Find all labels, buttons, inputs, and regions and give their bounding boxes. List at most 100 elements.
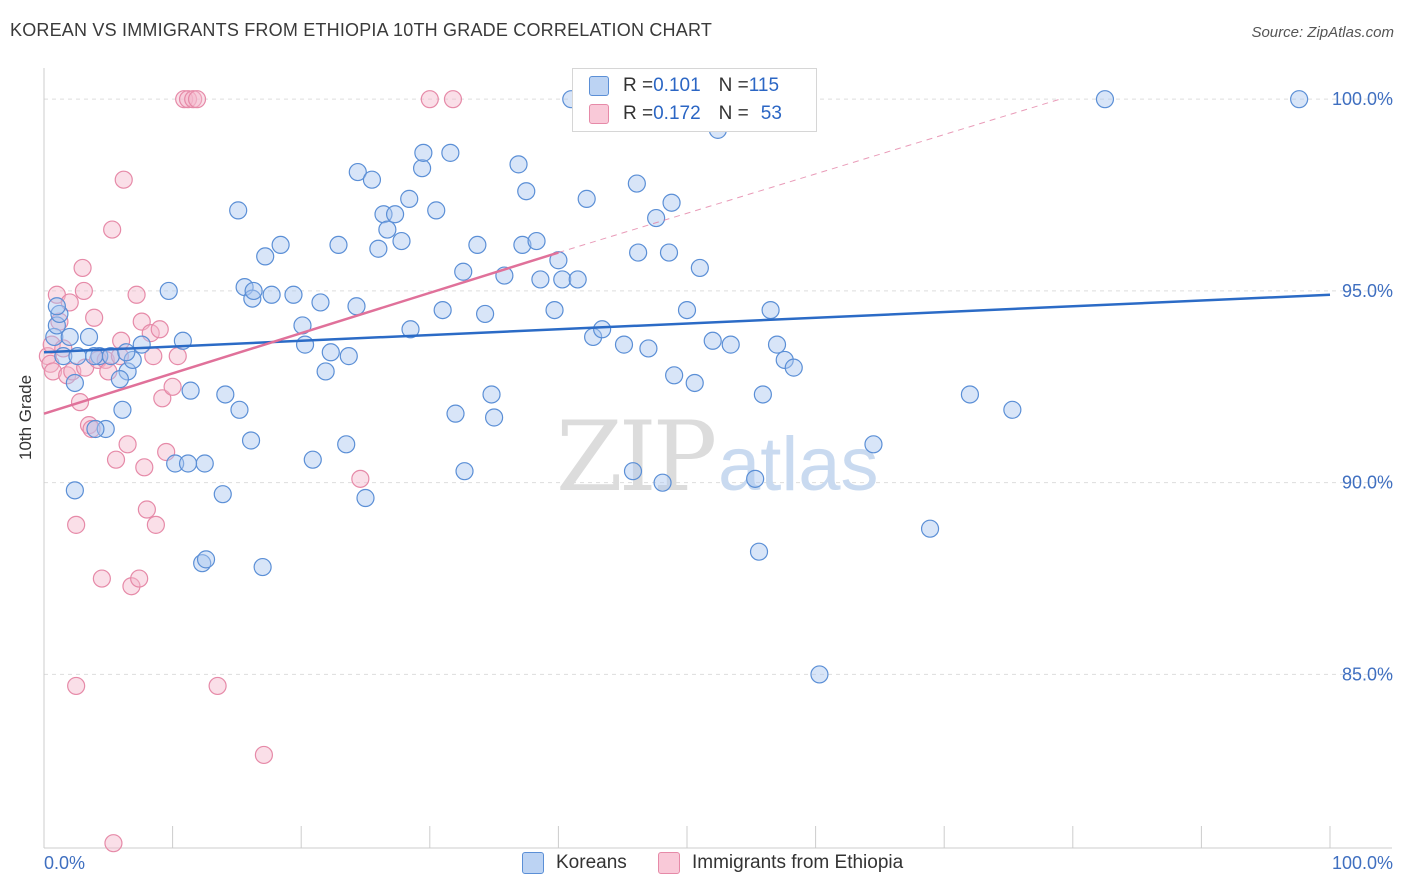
ethiopia-point (150, 320, 169, 339)
korean-point (427, 201, 446, 220)
korean-point (339, 347, 358, 366)
ethiopia-point (67, 515, 86, 534)
korean-point (659, 243, 679, 262)
legend-r-label: R = (623, 75, 654, 96)
korean-point (577, 189, 596, 208)
korean-point (181, 381, 200, 400)
korean-point (241, 431, 261, 450)
watermark: ZIP atlas (556, 401, 879, 513)
ethiopia-point (208, 676, 227, 696)
korean-point (784, 358, 803, 377)
legend-row-ethiopia: R = 0.172 N = 53 (589, 103, 782, 125)
korean-point (401, 320, 420, 339)
tick-labels: 100.0% 95.0% 90.0% 85.0% 0.0% 100.0% (44, 89, 1393, 873)
ethiopia-point (184, 90, 203, 109)
korean-point (1290, 90, 1309, 109)
legend-n-label: N = (718, 75, 749, 96)
korean-point (454, 262, 473, 281)
bottom-legend-swatch-ethiopia (658, 852, 680, 874)
y-tick-label: 95.0% (1342, 281, 1393, 301)
korean-point (482, 385, 501, 404)
ethiopia-point (130, 569, 149, 588)
korean-point (920, 519, 940, 538)
korean-point (749, 542, 769, 561)
legend-r-value: 0.172 (653, 103, 701, 124)
korean-point (45, 327, 64, 347)
bottom-legend-label-koreans: Koreans (556, 852, 627, 873)
korean-point (159, 281, 178, 301)
korean-point (356, 488, 375, 508)
ethiopia-point (73, 258, 92, 278)
ethiopia-point (163, 377, 182, 396)
korean-point (446, 404, 465, 423)
legend-row-koreans: R = 0.101 N = 115 (589, 75, 779, 97)
axes (43, 68, 1392, 849)
korean-point (311, 293, 330, 312)
korean-point (65, 373, 84, 393)
korean-point (433, 301, 452, 320)
korean-point (810, 665, 829, 684)
korean-point (117, 343, 136, 362)
ethiopia-point (420, 90, 439, 109)
bottom-legend-label-ethiopia: Immigrants from Ethiopia (692, 852, 904, 873)
korean-point (475, 304, 495, 324)
korean-point (284, 285, 303, 304)
korean-trend-line (43, 293, 1331, 354)
korean-point (960, 385, 980, 404)
korean-point (761, 301, 780, 320)
ethiopia-point (67, 676, 86, 696)
legend-n-value: 115 (748, 75, 780, 96)
korean-point (703, 331, 722, 350)
korean-point (271, 235, 290, 255)
ethiopia-point (351, 469, 370, 488)
korean-point (118, 362, 137, 381)
korean-point (113, 400, 132, 419)
stats-legend: R = 0.101 N = 115 R = 0.172 N = 53 (572, 68, 817, 132)
korean-point (230, 400, 249, 419)
ethiopia-points (38, 90, 463, 853)
korean-point (662, 193, 681, 212)
korean-point (753, 385, 772, 404)
korean-point (864, 435, 883, 454)
korean-point (96, 419, 115, 439)
ethiopia-point (104, 834, 123, 853)
korean-point (549, 251, 568, 270)
korean-point (195, 454, 214, 473)
ethiopia-point (127, 285, 146, 304)
korean-point (385, 205, 405, 224)
korean-point (303, 450, 322, 469)
korean-point (329, 235, 348, 255)
korean-point (362, 170, 382, 189)
ethiopia-point (137, 500, 156, 519)
korean-point (337, 435, 356, 454)
ethiopia-point (153, 389, 172, 408)
legend-swatch-ethiopia (589, 104, 609, 124)
korean-point (256, 247, 275, 266)
y-axis-label: 10th Grade (16, 374, 35, 460)
bottom-legend-koreans: Koreans (522, 852, 627, 874)
korean-point (348, 162, 367, 182)
korean-point (568, 270, 587, 289)
ethiopia-point (443, 90, 463, 109)
x-tick-label: 0.0% (44, 853, 85, 873)
korean-point (553, 270, 572, 289)
korean-point (47, 297, 66, 316)
ethiopia-point (168, 347, 187, 366)
ethiopia-point (82, 419, 101, 439)
korean-point (378, 220, 397, 239)
korean-point (653, 473, 672, 492)
korean-point (392, 231, 411, 251)
korean-point (677, 301, 697, 320)
korean-point (690, 258, 709, 278)
ethiopia-point (92, 569, 111, 588)
korean-point (369, 239, 388, 258)
korean-point (531, 270, 550, 289)
korean-point (253, 557, 272, 577)
watermark-atlas: atlas (718, 422, 879, 507)
korean-point (665, 366, 684, 385)
trend-lines (43, 98, 1331, 415)
korean-point (178, 454, 198, 473)
korean-point (639, 339, 658, 358)
korean-point (1095, 90, 1115, 109)
